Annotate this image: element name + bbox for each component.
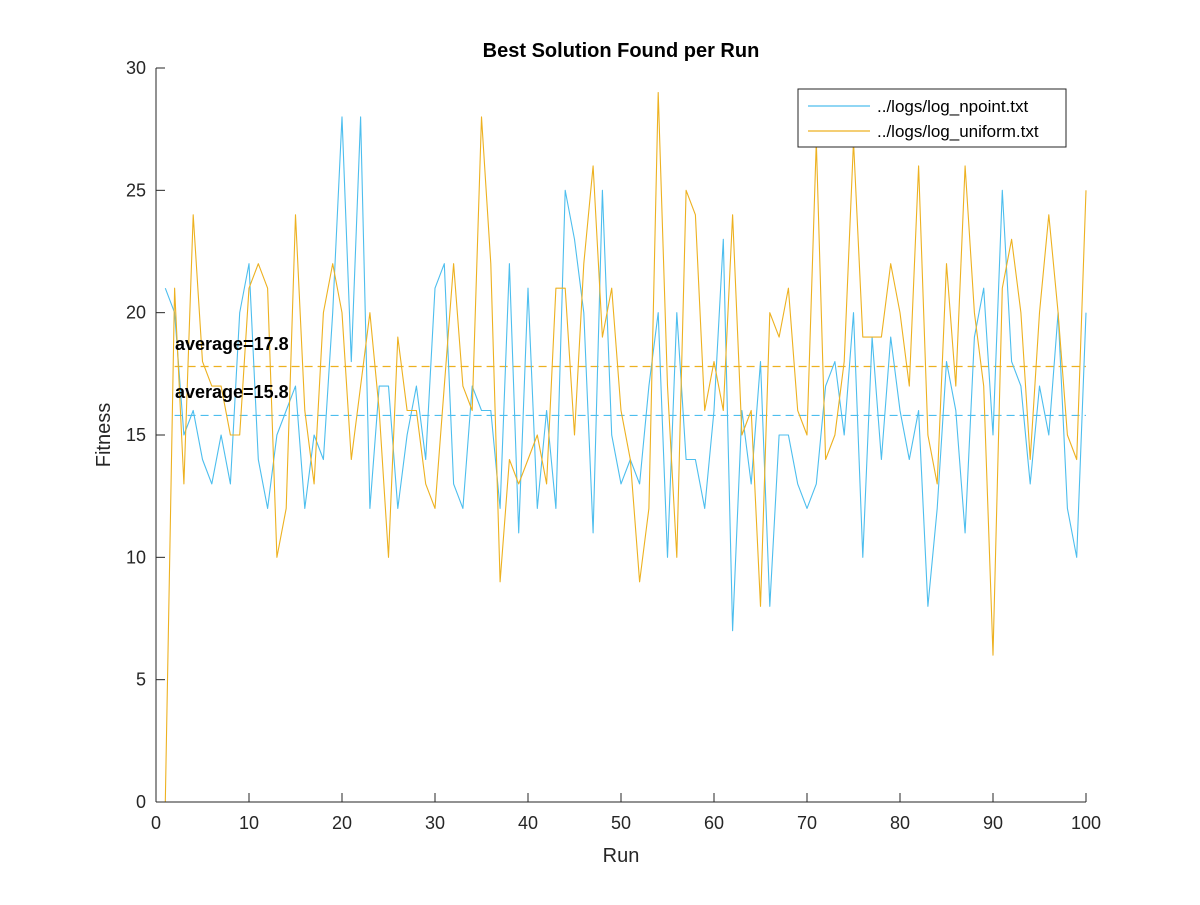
y-tick-label-15: 15 [126,425,146,445]
x-axis-label: Run [603,845,640,867]
plot-area [164,91,1087,803]
series-line-1 [164,91,1087,803]
x-tick-label-80: 80 [890,813,910,833]
x-tick-label-40: 40 [518,813,538,833]
legend-box [797,88,1067,148]
x-tick-label-0: 0 [151,813,161,833]
x-tick-label-70: 70 [797,813,817,833]
average-label-npoint: average=15.8 [175,382,289,402]
average-label-uniform: average=17.8 [175,334,289,354]
y-tick-label-5: 5 [136,670,146,690]
x-tick-label-60: 60 [704,813,724,833]
y-tick-label-0: 0 [136,792,146,812]
y-tick-label-25: 25 [126,180,146,200]
y-axis-label: Fitness [93,403,115,467]
legend-label-npoint: ../logs/log_npoint.txt [877,97,1028,116]
y-tick-label-20: 20 [126,303,146,323]
y-tick-label-10: 10 [126,547,146,567]
chart-title: Best Solution Found per Run [483,40,760,62]
x-tick-label-90: 90 [983,813,1003,833]
legend-label-uniform: ../logs/log_uniform.txt [877,122,1039,141]
x-tick-label-10: 10 [239,813,259,833]
x-tick-label-20: 20 [332,813,352,833]
x-tick-label-100: 100 [1071,813,1101,833]
x-tick-label-50: 50 [611,813,631,833]
axes: 0 10 20 30 40 50 60 70 80 90 100 0 5 10 15 20 25 30 [126,58,1101,833]
y-tick-label-30: 30 [126,58,146,78]
series-line-0 [164,116,1087,632]
legend: ../logs/log_npoint.txt ../logs/log_unifo… [797,88,1067,148]
x-tick-label-30: 30 [425,813,445,833]
